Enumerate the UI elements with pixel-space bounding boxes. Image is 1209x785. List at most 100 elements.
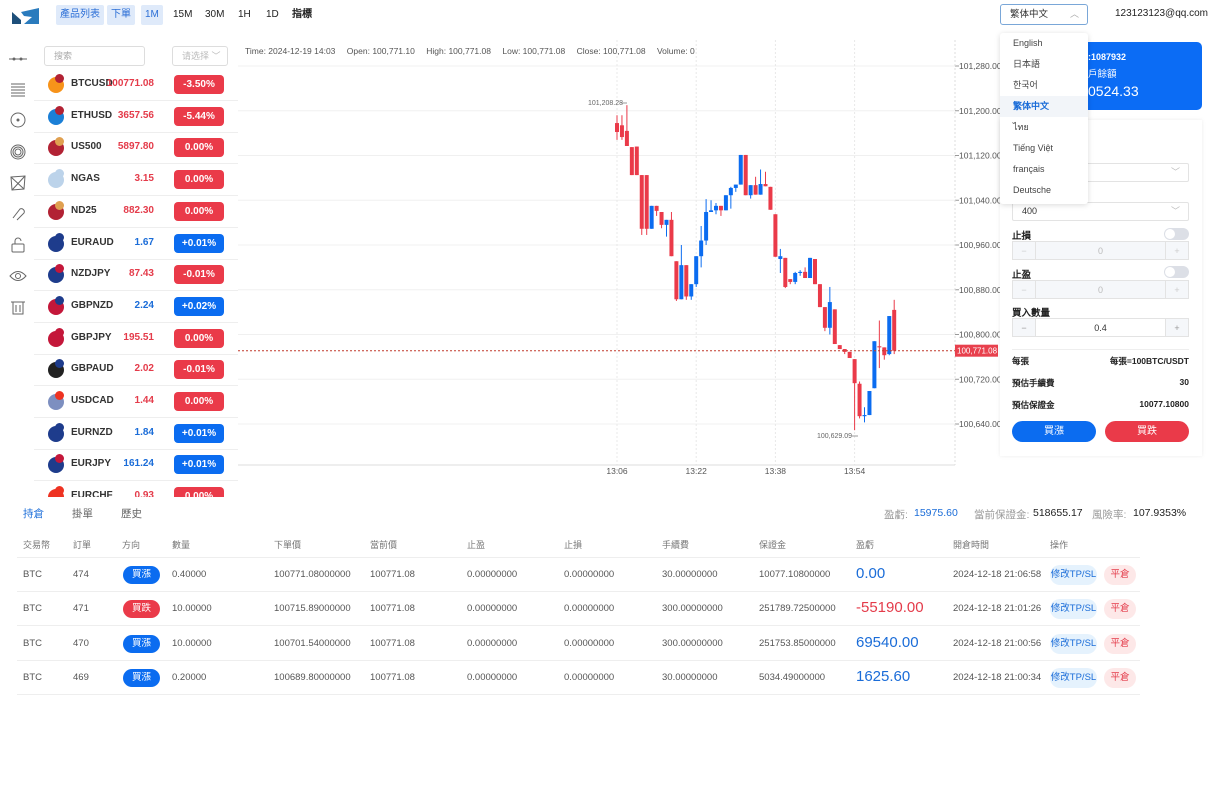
take-profit-input[interactable]: 0 [1035,281,1166,298]
cell-tp: 0.00000000 [467,569,518,580]
edit-tpsl-button[interactable]: 修改TP/SL [1050,667,1097,688]
cell-order: 469 [73,671,89,683]
symbol-row[interactable]: ETHUSD 3657.56 -5.44% [34,101,238,133]
summary-margin: 518655.17 [1033,507,1083,519]
plus-button[interactable]: + [1166,281,1188,298]
edit-tpsl-button[interactable]: 修改TP/SL [1050,599,1097,620]
language-option-korean[interactable]: 한국어 [1013,80,1038,90]
language-option-english[interactable]: English [1013,38,1043,48]
candlestick-chart[interactable]: 101,280.00 101,200.00 101,120.00 101,040.00… [238,40,1000,485]
cell-margin: 5034.49000000 [759,671,826,683]
circle-tool-icon[interactable] [8,111,28,129]
symbol-row[interactable]: USDCAD 1.44 0.00% [34,386,238,418]
table-row: BTC 470 10.00000 100701.54000000 100771.08 0.… [17,627,1140,661]
quantity-input[interactable]: 0.4 [1035,319,1166,336]
minus-button[interactable]: − [1013,319,1035,336]
candle [738,154,743,185]
symbol-row[interactable]: EURCHF 0.93 0.00% [34,481,238,497]
symbol-row[interactable]: NZDJPY 87.43 -0.01% [34,259,238,292]
buy-down-button[interactable]: 買跌 [1105,421,1189,442]
symbol-row[interactable]: NGAS 3.15 0.00% [34,164,238,197]
language-option-japanese[interactable]: 日本語 [1013,59,1041,69]
eye-icon[interactable] [8,267,28,285]
search-input[interactable]: 搜索 [44,46,145,66]
language-option-vietnamese[interactable]: Tiếng Việt [1013,143,1054,153]
language-option-french[interactable]: français [1013,164,1045,174]
symbol-row[interactable]: EURAUD 1.67 +0.01% [34,228,238,260]
plus-button[interactable]: + [1166,319,1188,336]
interval-1d[interactable]: 1D [266,9,279,20]
table-row: BTC 471 10.00000 100715.89000000 100771.08 0.… [17,592,1140,627]
minus-button[interactable]: − [1013,281,1035,298]
stop-loss-stepper[interactable]: −0 + [1012,241,1189,260]
nav-place-order[interactable]: 下單 [107,5,135,25]
candle [753,185,758,195]
unlock-icon[interactable] [8,236,28,254]
category-select[interactable]: 请选择 ﹀ [172,46,228,66]
network-icon[interactable] [8,174,28,192]
symbol-name: GBPNZD [71,299,114,311]
minus-button[interactable]: − [1013,242,1035,259]
language-option-thai[interactable]: ไทย [1013,122,1029,132]
flag-icon [55,295,64,305]
candle [674,261,679,300]
language-select[interactable]: 繁体中文 ︿ [1000,4,1088,25]
close-position-button[interactable]: 平倉 [1104,599,1136,620]
flag-icon [55,454,64,464]
tab-history[interactable]: 歷史 [121,508,142,520]
trash-icon[interactable] [8,298,28,316]
cell-time: 2024-12-18 21:00:34 [953,671,1042,683]
interval-30m[interactable]: 30M [205,9,225,20]
symbol-row[interactable]: ND25 882.30 0.00% [34,196,238,228]
column-header: 方向 [122,540,141,550]
candle [709,210,714,213]
plus-button[interactable]: + [1166,242,1188,259]
tab-positions[interactable]: 持倉 [23,508,44,520]
cell-margin: 10077.10800000 [759,569,831,580]
ohlc-info: Time: 2024-12-19 14:03 Open: 100,771.10 … [245,46,704,56]
quantity-stepper[interactable]: −0.4 + [1012,318,1189,337]
candle [852,359,857,384]
balance-label: 戶餘額 [1088,69,1117,80]
horizontal-lines-icon[interactable] [8,80,28,98]
interval-15m[interactable]: 15M [173,9,193,20]
x-tick-label: 13:06 [606,466,628,476]
candle [679,265,684,300]
symbol-name: GBPAUD [71,363,114,375]
language-option-traditional-chinese[interactable]: 繁体中文 [1000,96,1088,117]
nav-product-list[interactable]: 產品列表 [56,5,104,25]
interval-1m[interactable]: 1M [141,5,163,25]
indicators-button[interactable]: 指標 [292,9,312,20]
symbol-row[interactable]: EURNZD 1.84 +0.01% [34,418,238,450]
symbol-row[interactable]: US500 5897.80 0.00% [34,132,238,165]
cell-sl: 0.00000000 [564,671,615,683]
tab-pending[interactable]: 掛單 [72,508,93,520]
symbol-row[interactable]: EURJPY 161.24 +0.01% [34,449,238,482]
change-badge: 0.00% [174,328,224,348]
magnet-icon[interactable] [8,204,28,222]
target-icon[interactable] [8,143,28,161]
language-option-german[interactable]: Deutsche [1013,185,1052,195]
symbol-row[interactable]: GBPJPY 195.51 0.00% [34,323,238,355]
edit-tpsl-button[interactable]: 修改TP/SL [1050,565,1097,585]
symbol-row[interactable]: GBPAUD 2.02 -0.01% [34,354,238,387]
close-position-button[interactable]: 平倉 [1104,633,1136,654]
take-profit-stepper[interactable]: −0 + [1012,280,1189,299]
user-email[interactable]: 123123123@qq.com [1115,8,1208,19]
take-profit-toggle[interactable] [1164,266,1189,278]
close-position-button[interactable]: 平倉 [1104,667,1136,688]
interval-1h[interactable]: 1H [238,9,251,20]
change-badge: +0.01% [174,423,224,443]
edit-tpsl-button[interactable]: 修改TP/SL [1050,633,1097,654]
buy-up-button[interactable]: 買漲 [1012,421,1096,442]
line-tool-icon[interactable] [8,50,28,68]
symbol-row[interactable]: BTCUSD 100771.08 -3.50% [34,69,238,101]
stop-loss-input[interactable]: 0 [1035,242,1166,259]
flag-icon [55,169,64,179]
close-position-button[interactable]: 平倉 [1104,565,1136,585]
candle [857,383,862,417]
stop-loss-toggle[interactable] [1164,228,1189,240]
cell-pnl: 1625.60 [856,667,911,685]
symbol-row[interactable]: GBPNZD 2.24 +0.02% [34,291,238,323]
order-select-2[interactable]: 400 ﹀ [1012,202,1189,221]
